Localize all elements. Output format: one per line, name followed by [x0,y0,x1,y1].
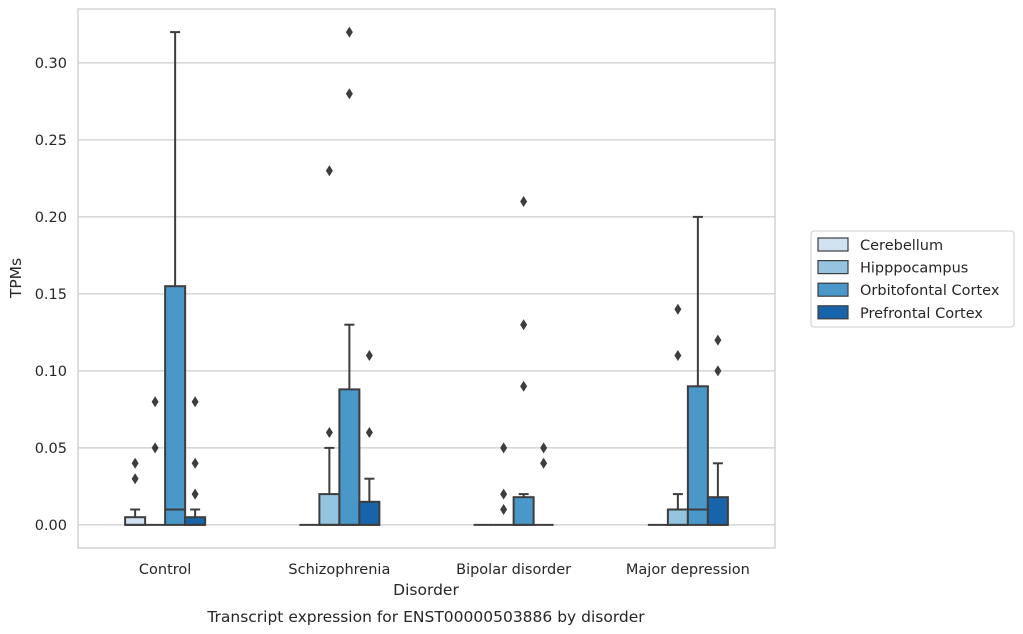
x-axis-title: Disorder [393,581,459,599]
outlier-point [540,442,548,454]
box-body [706,496,729,526]
outliers-layer [131,26,722,515]
x-tick-labels: Control Schizophrenia Bipolar disorder Majo… [139,562,750,578]
box-group [318,446,341,526]
outlier-point [365,350,373,361]
box-group [512,493,535,526]
y-tick-label: 0.10 [35,364,67,380]
box-body [358,500,381,526]
legend-label: Orbitofontal Cortex [860,283,1000,299]
outlier-point [151,396,159,408]
grid-lines [78,62,775,526]
x-tick-label: Major depression [626,562,750,578]
outlier-point [520,380,528,392]
outlier-point [365,427,373,438]
box-group [338,323,361,526]
legend-label: Hipppocampus [860,261,968,277]
box-group [184,508,207,526]
legend-swatch [817,282,849,297]
box-body [164,285,187,526]
y-tick-label: 0.00 [35,518,67,534]
outlier-point [191,396,199,408]
legend-frame [810,230,1015,328]
boxes-layer [124,31,729,526]
outlier-point [191,457,199,469]
y-tick-labels: 0.00 0.05 0.10 0.15 0.20 0.25 0.30 [35,56,67,534]
box-body [686,385,709,526]
box-body [512,496,535,526]
outlier-point [500,504,508,515]
outlier-point [500,442,508,454]
legend-label: Prefrontal Cortex [860,306,983,322]
box-body [184,516,207,526]
x-tick-label: Control [139,562,191,578]
y-tick-label: 0.05 [35,441,67,457]
outlier-point [345,26,353,38]
outlier-point [674,303,682,315]
y-axis-title: TPMs [7,258,25,299]
y-tick-label: 0.20 [35,210,67,226]
outlier-point [131,457,139,469]
x-tick-label: Schizophrenia [288,562,390,578]
outlier-point [345,88,353,100]
outlier-point [520,319,528,331]
box-body [666,508,689,526]
box-body [124,516,147,526]
box-body [318,493,341,526]
box-group [164,31,187,526]
legend-swatch [817,260,849,275]
legend-swatch [817,305,849,320]
outlier-point [540,457,548,469]
box-group [666,493,689,526]
legend: Cerebellum Hipppocampus Orbitofontal Corte… [810,230,1015,328]
legend-label: Cerebellum [860,238,943,254]
box-group [358,477,381,526]
box-group [124,508,147,526]
outlier-point [131,473,139,485]
outlier-point [520,196,528,207]
box-group [706,462,729,526]
box-group [686,215,709,526]
outlier-point [674,350,682,361]
y-tick-label: 0.15 [35,287,67,303]
outlier-point [500,488,508,500]
legend-swatch [817,237,849,252]
y-tick-label: 0.30 [35,56,67,72]
outlier-point [191,488,199,500]
chart-caption: Transcript expression for ENST0000050388… [206,608,645,626]
outlier-point [325,165,333,177]
box-body [338,388,361,526]
outlier-point [325,427,333,438]
outlier-point [714,334,722,346]
outlier-point [151,442,159,454]
plot-frame [77,8,776,549]
x-tick-label: Bipolar disorder [456,562,571,578]
outlier-point [714,365,722,377]
y-tick-label: 0.25 [35,133,67,149]
